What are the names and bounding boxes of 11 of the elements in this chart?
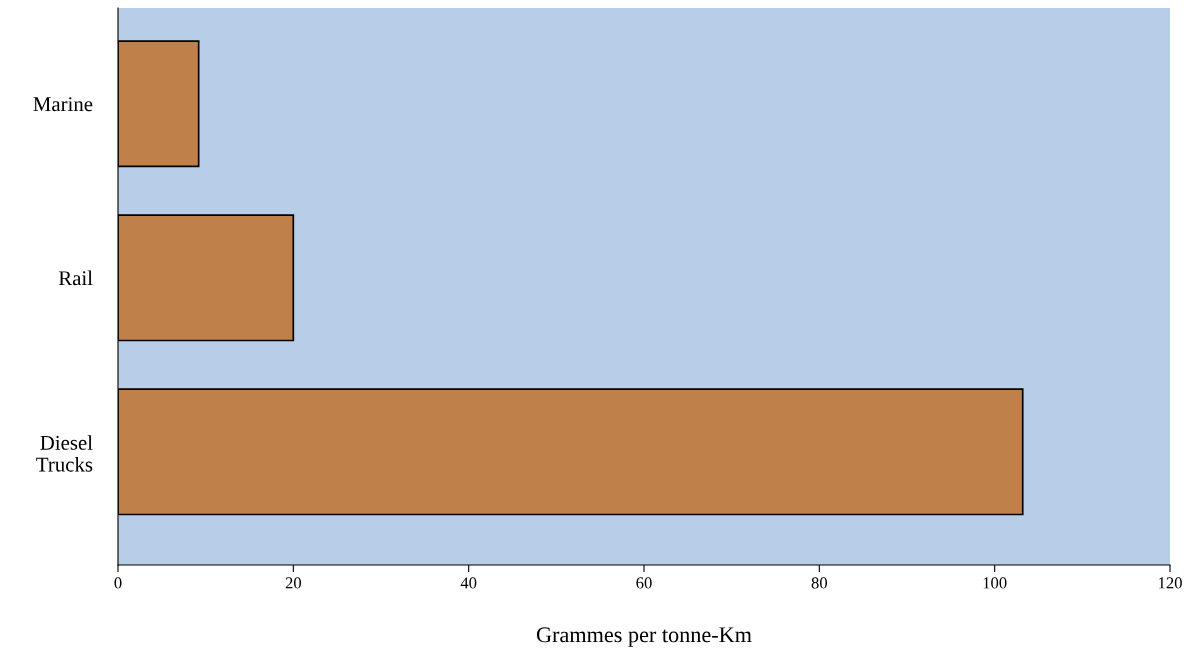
x-tick-label: 40	[460, 577, 477, 589]
x-axis-title: Grammes per tonne-Km	[536, 627, 752, 647]
y-tick-label: Marine	[33, 97, 93, 112]
x-tick-label: 20	[285, 577, 302, 589]
x-tick-label: 100	[983, 577, 1007, 589]
x-tick-label: 60	[636, 577, 652, 589]
y-tick-label: Rail	[58, 270, 93, 286]
x-tick-label: 120	[1158, 577, 1182, 589]
y-tick-label: Diesel Trucks	[36, 435, 93, 472]
x-tick-label: 80	[811, 577, 828, 589]
x-tick-label: 0	[114, 577, 122, 589]
